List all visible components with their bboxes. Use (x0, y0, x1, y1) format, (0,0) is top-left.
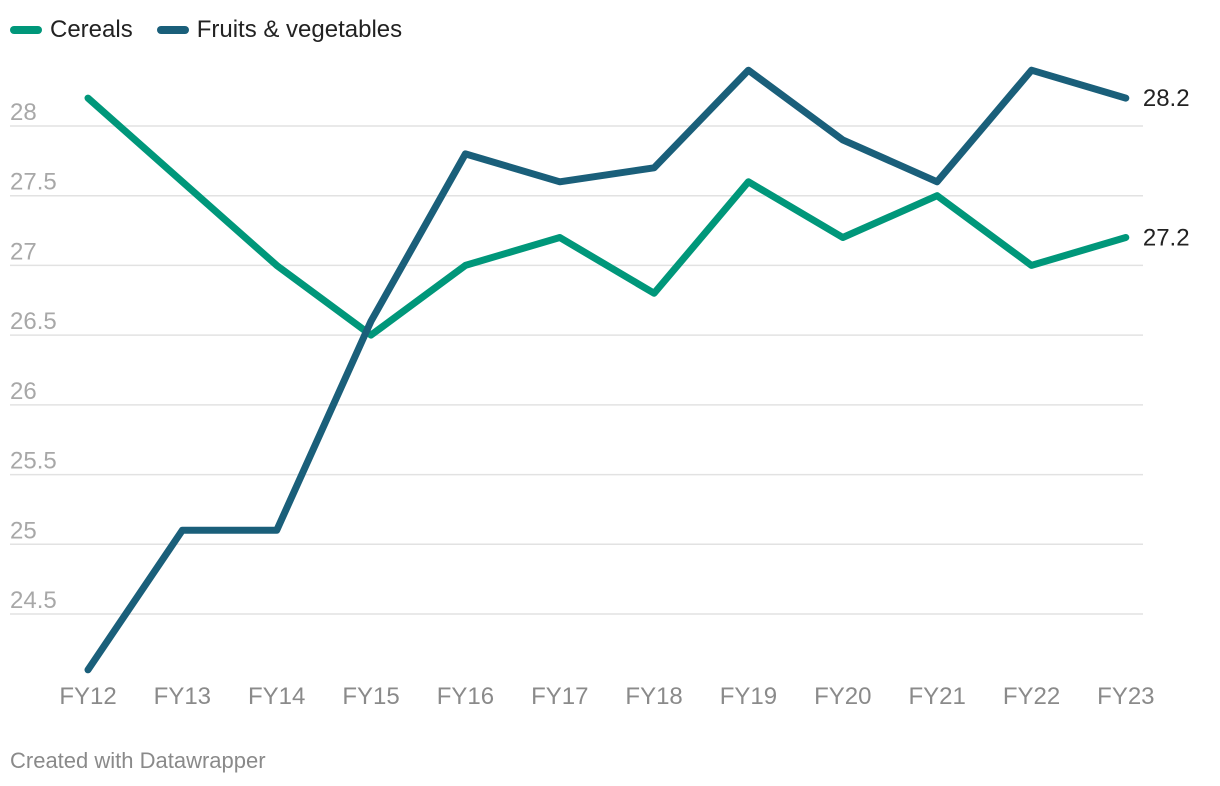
x-tick-label: FY12 (59, 683, 116, 710)
end-value-label-cereals: 27.2 (1143, 225, 1190, 252)
legend-item-fruits-vegetables: Fruits & vegetables (156, 16, 403, 44)
legend-item-cereals: Cereals (10, 16, 133, 44)
y-tick-label: 25.5 (10, 448, 57, 475)
y-tick-label: 27.5 (10, 169, 57, 196)
x-tick-label: FY18 (625, 683, 682, 710)
x-tick-label: FY23 (1097, 683, 1154, 710)
x-tick-label: FY17 (531, 683, 588, 710)
legend-label-cereals: Cereals (50, 16, 133, 43)
x-tick-label: FY21 (908, 683, 965, 710)
y-tick-label: 25 (10, 517, 37, 544)
x-tick-label: FY15 (342, 683, 399, 710)
datawrapper-credit: Created with Datawrapper (10, 748, 266, 773)
y-tick-label: 26 (10, 378, 37, 405)
y-tick-label: 28 (10, 99, 37, 126)
x-tick-label: FY13 (154, 683, 211, 710)
legend-label-fruits-vegetables: Fruits & vegetables (196, 16, 403, 43)
x-tick-label: FY16 (437, 683, 494, 710)
x-tick-label: FY19 (720, 683, 777, 710)
legend: Cereals Fruits & vegetables (10, 14, 402, 46)
x-tick-label: FY20 (814, 683, 871, 710)
legend-swatch-fruits-vegetables (156, 26, 189, 34)
y-tick-label: 27 (10, 238, 37, 265)
x-tick-label: FY22 (1003, 683, 1060, 710)
x-tick-label: FY14 (248, 683, 305, 710)
series-line-fruits-vegetables (84, 66, 1130, 674)
legend-swatch-cereals (10, 26, 42, 34)
series-line-cereals (84, 94, 1130, 339)
y-tick-label: 26.5 (10, 308, 57, 335)
y-tick-label: 24.5 (10, 587, 57, 614)
end-value-label-fruits-vegetables: 28.2 (1143, 85, 1190, 112)
